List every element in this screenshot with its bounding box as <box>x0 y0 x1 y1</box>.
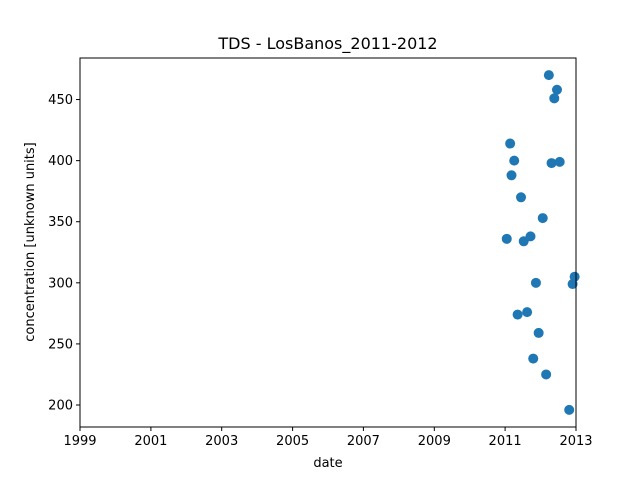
data-point-9 <box>525 231 536 242</box>
x-tick-label-2013: 2013 <box>559 434 592 449</box>
data-point-15 <box>543 70 554 81</box>
data-point-22 <box>569 271 580 282</box>
y-tick-label-200: 200 <box>48 399 73 414</box>
data-point-4 <box>509 155 520 166</box>
data-point-3 <box>506 170 517 181</box>
data-point-5 <box>512 309 523 320</box>
x-tick-label-2003: 2003 <box>205 434 238 449</box>
data-point-10 <box>528 353 539 364</box>
plot-frame <box>79 57 577 428</box>
data-point-11 <box>530 277 541 288</box>
data-point-8 <box>522 307 533 318</box>
chart-title: TDS - LosBanos_2011-2012 <box>217 34 437 54</box>
y-tick-label-250: 250 <box>48 337 73 352</box>
x-tick-label-2009: 2009 <box>418 434 451 449</box>
x-tick-label-1999: 1999 <box>63 434 96 449</box>
y-axis-label: concentration [unknown units] <box>23 142 38 341</box>
y-tick-label-300: 300 <box>48 276 73 291</box>
y-axis-ticks: 200 250 300 350 400 450 <box>48 93 80 414</box>
data-point-1 <box>501 233 512 244</box>
x-axis-label: date <box>313 456 342 471</box>
data-point-2 <box>505 138 516 149</box>
x-axis-ticks: 1999 2001 2003 2005 2007 2009 2011 2013 <box>63 427 593 449</box>
data-point-20 <box>564 404 575 415</box>
data-point-12 <box>533 327 544 338</box>
x-tick-label-2005: 2005 <box>276 434 309 449</box>
data-point-14 <box>541 369 552 380</box>
data-point-6 <box>516 192 527 203</box>
y-tick-label-400: 400 <box>48 154 73 169</box>
x-tick-label-2011: 2011 <box>489 434 522 449</box>
data-point-16 <box>546 158 557 169</box>
data-point-17 <box>549 93 560 104</box>
y-tick-label-350: 350 <box>48 215 73 230</box>
y-tick-label-450: 450 <box>48 93 73 108</box>
data-point-13 <box>537 213 548 224</box>
x-tick-label-2001: 2001 <box>134 434 167 449</box>
x-tick-label-2007: 2007 <box>347 434 380 449</box>
data-point-18 <box>551 84 562 95</box>
data-point-19 <box>554 156 565 167</box>
plot-area <box>501 70 580 415</box>
